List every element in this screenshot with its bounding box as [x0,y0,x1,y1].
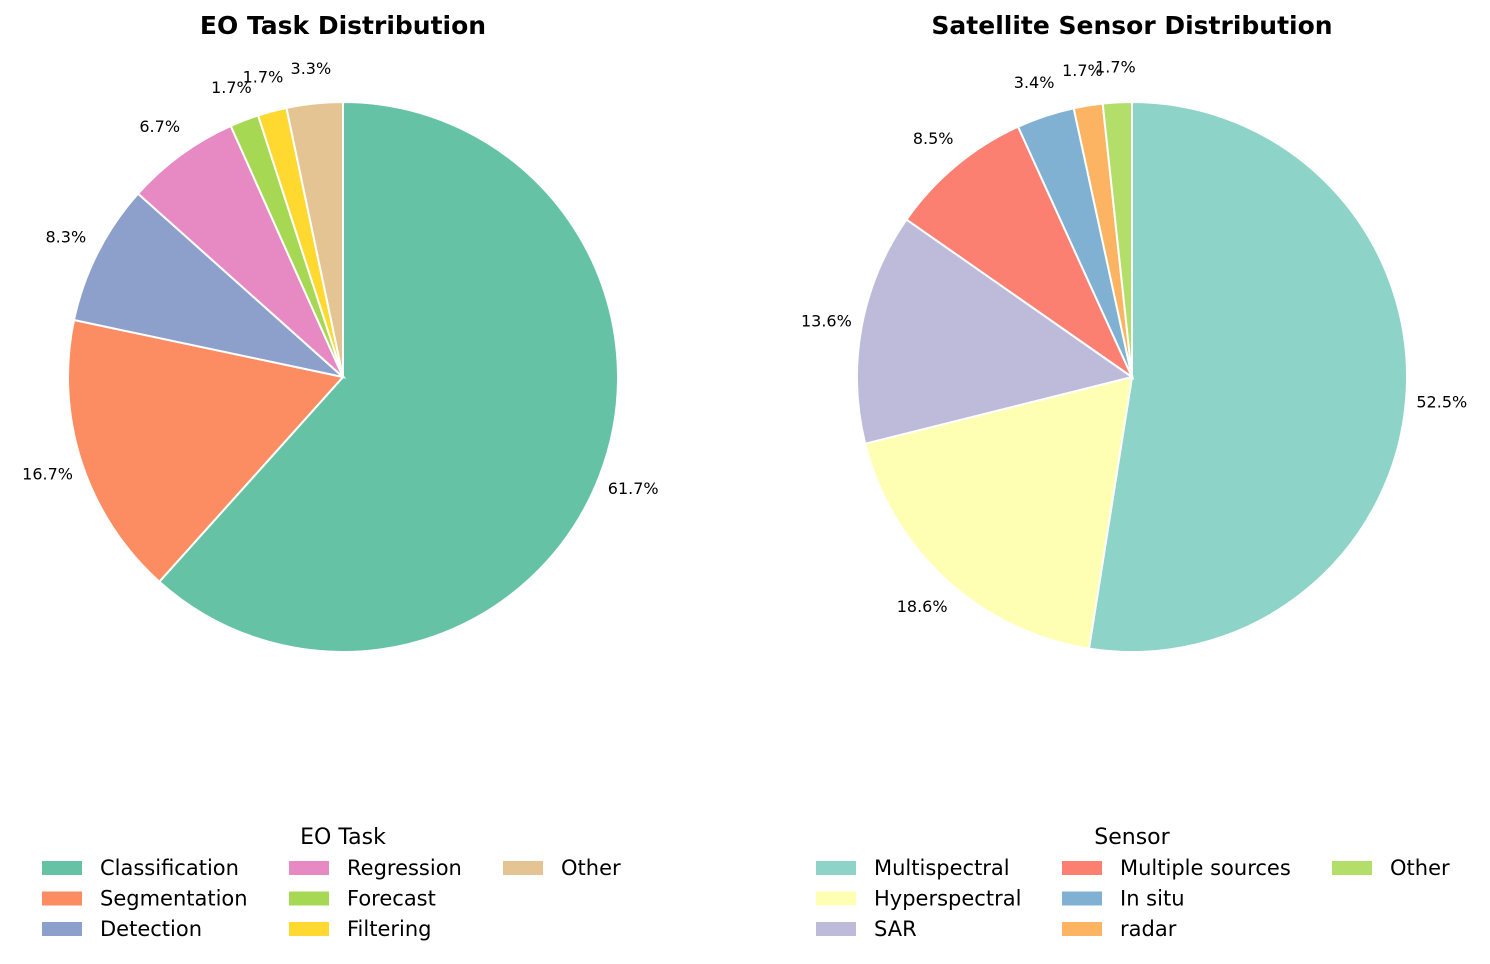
legend-label: Classification [100,856,239,880]
legend-swatch [1332,861,1372,875]
pie-slice-segmentation [67,318,345,584]
pie-slice-classification [157,100,619,653]
pct-label-regression: 6.7% [139,117,180,136]
legend-item-forecast: Forecast [289,887,436,911]
pct-label-forecast: 1.7% [211,78,252,97]
legend-swatch [1062,922,1102,936]
legend-swatch [503,861,543,875]
legend-swatch [42,922,82,936]
legend-title: EO Task [300,825,386,850]
pct-label-other: 3.3% [291,59,332,78]
legend-swatch [816,891,856,906]
legend-swatch [42,861,82,875]
pct-label-segmentation: 16.7% [22,464,73,483]
legend-item-hyperspectral: Hyperspectral [816,887,1021,911]
legend-label: SAR [874,917,917,941]
legend-swatch [289,922,329,936]
legend-item-detection: Detection [42,917,202,941]
legend-item-sar: SAR [816,917,917,941]
pie-slice-regression [136,124,344,378]
pie-slice-sar [856,218,1135,445]
legend-label: Detection [100,917,202,941]
legend-title: Sensor [1094,825,1170,850]
legend-item-segmentation: Segmentation [42,887,248,911]
chart-title: Satellite Sensor Distribution [931,11,1332,40]
legend-label: Multispectral [874,856,1010,880]
legend-item-in-situ: In situ [1062,887,1185,911]
legend-swatch [816,861,856,875]
pct-label-radar: 1.7% [1062,61,1103,80]
pct-label-classification: 61.7% [608,479,659,498]
legend-swatch [1062,891,1102,906]
legend-item-multispectral: Multispectral [816,856,1010,880]
pct-label-other: 1.7% [1095,58,1136,77]
sensor-pie-chart: Satellite Sensor Distribution 52.5% 18.6%… [801,11,1467,941]
eo-task-pie-chart: EO Task Distribution 61.7% 16.7% 8.3% 6.7% 1… [22,11,658,941]
legend-label: Forecast [347,887,436,911]
legend-label: Other [1390,856,1450,880]
legend-item-classification: Classification [42,856,239,880]
pct-label-multiple-sources: 8.5% [913,129,954,148]
legend-item-filtering: Filtering [289,917,431,941]
legend-swatch [289,891,329,906]
legend-swatch [289,861,329,875]
pie-slice-other [285,100,344,378]
pie-slice-hyperspectral [864,375,1134,650]
legend-label: In situ [1120,887,1185,911]
legend-swatch [816,922,856,936]
legend-label: Regression [347,856,462,880]
legend-item-radar: radar [1062,917,1177,941]
legend-swatch [1062,861,1102,875]
pct-label-sar: 13.6% [801,312,852,331]
pct-label-detection: 8.3% [46,227,87,246]
legend-item-regression: Regression [289,856,462,880]
pct-label-filtering: 1.7% [243,68,284,87]
legend-label: radar [1120,917,1177,941]
pie-slice-multiple-sources [905,125,1135,380]
pct-label-in-situ: 3.4% [1014,73,1055,92]
pie-slice-multispectral [1087,100,1408,653]
pct-label-hyperspectral: 18.6% [897,597,948,616]
legend-label: Other [561,856,621,880]
pie-slice-other [1101,100,1133,378]
legend-label: Multiple sources [1120,856,1291,880]
legend-item-other: Other [1332,856,1450,880]
legend-label: Segmentation [100,887,248,911]
legend-label: Filtering [347,917,431,941]
legend-swatch [42,891,82,906]
pie-slice-detection [72,192,347,379]
legend-label: Hyperspectral [874,887,1021,911]
legend-item-other: Other [503,856,621,880]
pct-label-multispectral: 52.5% [1416,392,1467,411]
legend-item-multiple-sources: Multiple sources [1062,856,1291,880]
chart-title: EO Task Distribution [200,11,486,40]
